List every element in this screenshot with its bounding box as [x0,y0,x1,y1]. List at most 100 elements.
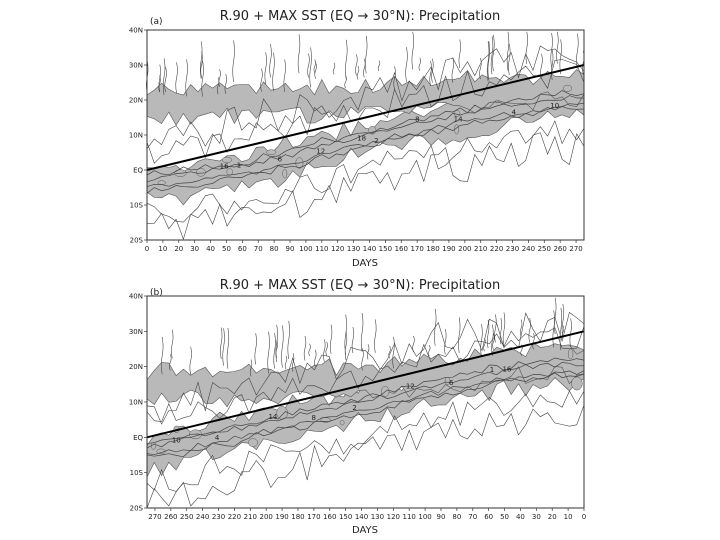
contour-streak [554,297,557,335]
x-axis-ticks-a: 0 10 20 30 40 50 60 70 80 90 100 110 120 130 140 150 160… [145,240,583,253]
x-tick-label: 10 [158,245,167,253]
contour-streak [323,339,326,362]
contour-streak [528,318,531,343]
x-tick-label: 60 [238,245,247,253]
contour-streak [224,74,227,94]
contour-streak [275,324,278,363]
x-tick-label: 180 [291,513,304,521]
contour-streak [458,317,461,353]
x-tick-label: 150 [339,513,352,521]
contour-streak [508,43,511,75]
x-tick-label: 60 [484,513,493,521]
contour-streak [361,348,364,371]
contour-label: 8 [311,414,315,422]
shaded-blob [248,438,258,447]
contour-streak [200,51,203,78]
contour-label: 1 [490,366,494,374]
contour-label: 16 [220,162,229,170]
contour-streak [502,312,506,348]
x-tick-label: 130 [371,513,384,521]
contour-streak [486,41,490,82]
contour-streak [483,337,486,352]
contour-streak [185,59,188,97]
contour-label: 6 [278,156,283,164]
y-tick-label: EQ [133,434,143,442]
y-tick-label: 10N [129,132,143,140]
contour-streak [494,314,497,343]
shaded-blob [150,442,157,450]
contour-streak [260,68,263,92]
contour-label: 6 [449,379,454,387]
x-tick-label: 40 [516,513,525,521]
contour-label: 14 [268,413,277,421]
contour-streak [232,40,235,83]
contour-streak [360,313,364,352]
x-tick-label: 90 [286,245,295,253]
contour-streak [458,39,461,68]
contour-streak [171,329,174,359]
contour-streak [287,320,290,360]
contour-streak [332,62,336,75]
contour-streak [313,59,316,74]
contour-streak [283,59,286,92]
x-tick-label: 100 [418,513,431,521]
contour-streak [218,69,221,87]
x-tick-label: 160 [395,245,408,253]
x-tick-label: 120 [387,513,400,521]
x-tick-label: 240 [196,513,209,521]
contour-label: 16 [502,365,511,373]
x-axis-label-a: DAYS [352,258,378,269]
contour-streak [220,327,223,360]
x-tick-label: 210 [244,513,257,521]
contour-streak [392,336,395,369]
contour-streak [216,77,220,95]
shaded-blob [266,149,277,155]
contour-streak [344,330,348,361]
x-tick-label: 100 [299,245,312,253]
x-axis-ticks-b: 270 260 250 240 230 220 210 200 190 180 170 160 150 1… [148,508,586,521]
contour-streak [492,333,495,350]
x-tick-label: 250 [180,513,193,521]
x-tick-label: 20 [548,513,557,521]
contour-streak [329,324,333,354]
contour-label: 10 [550,102,559,110]
contour-streak [309,47,312,88]
x-tick-label: 0 [145,245,149,253]
y-tick-label: 20N [129,363,143,371]
contour-streak [552,310,555,348]
contour-streak [444,328,447,355]
x-tick-label: 240 [522,245,535,253]
contour-streak [561,303,565,339]
contour-streak [351,327,355,353]
shaded-blob [567,348,574,360]
x-tick-label: 30 [190,245,199,253]
x-tick-label: 200 [259,513,272,521]
contour-streak [158,64,161,92]
x-tick-label: 200 [458,245,471,253]
contour-streak [254,333,257,365]
x-tick-label: 170 [410,245,423,253]
contour-streak [356,65,360,80]
contour-streak [307,53,310,78]
x-tick-label: 50 [222,245,231,253]
contour-streak [479,57,482,80]
contour-streak [314,62,317,79]
contour-label: 18 [357,134,366,142]
y-tick-label: 10S [130,469,144,477]
x-tick-label: 170 [307,513,320,521]
contour-streak [164,66,167,93]
contour-streak [480,323,483,357]
contour-streak [451,57,454,83]
x-tick-label: 190 [442,245,455,253]
y-tick-label: 20S [130,237,144,245]
contour-streak [264,52,267,85]
contour-streak [162,58,166,96]
x-tick-label: 210 [474,245,487,253]
y-axis-ticks-a: 40N 30N 20N 10N EQ 10S 20S [129,27,147,245]
contour-streak [551,49,554,81]
contour-streak [272,52,275,91]
panel-label-b: (b) [150,288,163,298]
contour-streak [284,355,288,370]
contour-streak [365,35,368,74]
